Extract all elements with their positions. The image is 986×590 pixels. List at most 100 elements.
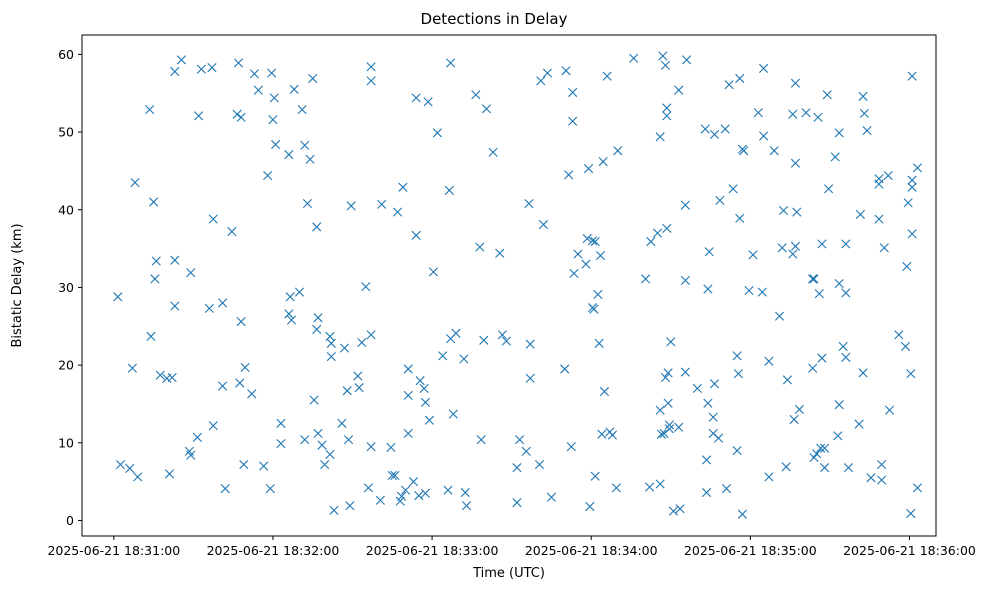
data-point-marker <box>774 311 785 321</box>
data-point-marker <box>176 55 187 65</box>
x-axis: 2025-06-21 18:31:00 2025-06-21 18:32:00 20… <box>47 536 976 558</box>
data-point-marker <box>354 383 364 393</box>
data-point-marker <box>353 371 363 381</box>
data-point-marker <box>792 207 802 217</box>
data-point-marker <box>907 229 917 239</box>
data-point-marker <box>582 233 592 244</box>
x-tick-label: 2025-06-21 18:32:00 <box>207 543 340 558</box>
data-point-marker <box>744 285 754 296</box>
data-point-marker <box>268 115 278 125</box>
data-point-marker <box>713 433 724 443</box>
data-point-marker <box>838 341 848 352</box>
data-point-marker <box>538 219 549 230</box>
data-point-marker <box>823 184 834 194</box>
data-point-marker <box>294 287 305 297</box>
data-point-marker <box>297 104 307 115</box>
data-point-marker <box>769 146 779 156</box>
data-point-marker <box>130 177 140 188</box>
y-tick-label: 30 <box>58 280 74 295</box>
data-point-marker <box>790 158 801 168</box>
y-tick-label: 20 <box>58 358 74 373</box>
data-point-marker <box>236 112 246 122</box>
data-point-marker <box>788 109 798 119</box>
y-axis-label: Bistatic Delay (km) <box>10 223 25 347</box>
data-point-marker <box>858 368 868 378</box>
data-point-marker <box>585 501 595 512</box>
data-point-marker <box>739 146 749 156</box>
data-point-marker <box>817 353 827 363</box>
data-point-marker <box>809 452 819 463</box>
data-point-marker <box>403 390 413 400</box>
data-point-marker <box>170 255 180 265</box>
data-point-marker <box>757 287 767 297</box>
data-point-marker <box>325 449 335 460</box>
data-point-marker <box>253 85 263 95</box>
data-point-marker <box>432 128 442 138</box>
data-point-marker <box>357 338 367 348</box>
data-point-marker <box>346 201 356 211</box>
data-point-marker <box>560 364 570 374</box>
data-point-marker <box>581 259 591 269</box>
data-point-marker <box>590 471 600 481</box>
data-point-marker <box>476 435 486 445</box>
data-point-marker <box>566 442 576 452</box>
y-tick-label: 60 <box>58 47 74 62</box>
data-point-marker <box>782 375 793 385</box>
data-point-marker <box>663 368 673 378</box>
data-point-marker <box>794 404 805 414</box>
data-point-marker <box>497 330 507 340</box>
data-point-marker <box>715 195 725 206</box>
data-point-marker <box>655 405 665 415</box>
data-point-marker <box>841 239 851 249</box>
data-point-marker <box>403 428 413 439</box>
data-point-marker <box>289 84 299 94</box>
data-point-marker <box>843 463 854 473</box>
data-point-marker <box>337 418 347 428</box>
data-point-marker <box>186 268 196 278</box>
data-point-marker <box>820 443 830 453</box>
data-point-marker <box>284 150 294 160</box>
data-point-marker <box>680 367 690 377</box>
data-point-marker <box>204 303 214 314</box>
data-point-marker <box>300 435 310 445</box>
data-point-marker <box>590 237 600 247</box>
x-tick-label: 2025-06-21 18:34:00 <box>525 543 658 558</box>
data-point-marker <box>267 68 277 78</box>
y-axis: 0 10 20 30 40 50 60 <box>58 47 82 528</box>
data-point-marker <box>662 103 672 113</box>
data-point-marker <box>438 351 448 361</box>
data-point-marker <box>155 370 165 380</box>
data-point-marker <box>733 369 744 379</box>
data-point-marker <box>167 372 177 383</box>
data-point-marker <box>495 248 505 258</box>
data-point-marker <box>403 364 413 374</box>
data-point-marker <box>196 64 206 74</box>
data-point-marker <box>329 505 339 515</box>
data-point-marker <box>789 414 799 425</box>
data-point-marker <box>602 71 612 81</box>
data-point-marker <box>879 243 889 253</box>
data-point-marker <box>387 470 397 481</box>
data-point-marker <box>906 508 916 519</box>
data-point-marker <box>542 68 553 78</box>
data-point-marker <box>536 76 546 86</box>
data-point-marker <box>115 459 126 470</box>
data-point-marker <box>817 239 827 249</box>
data-point-marker <box>420 397 431 407</box>
data-point-marker <box>569 268 579 279</box>
data-point-marker <box>145 104 155 115</box>
data-point-marker <box>902 261 912 272</box>
data-point-marker <box>820 463 830 473</box>
data-point-marker <box>732 445 742 456</box>
plot-area-frame <box>81 34 937 537</box>
data-point-marker <box>305 154 315 164</box>
data-point-marker <box>778 205 789 216</box>
data-point-marker <box>424 415 435 425</box>
data-point-marker <box>859 108 869 119</box>
data-point-marker <box>764 472 774 482</box>
data-point-marker <box>735 73 745 84</box>
data-point-marker <box>884 405 895 415</box>
data-point-marker <box>613 146 623 156</box>
data-point-marker <box>125 463 135 474</box>
